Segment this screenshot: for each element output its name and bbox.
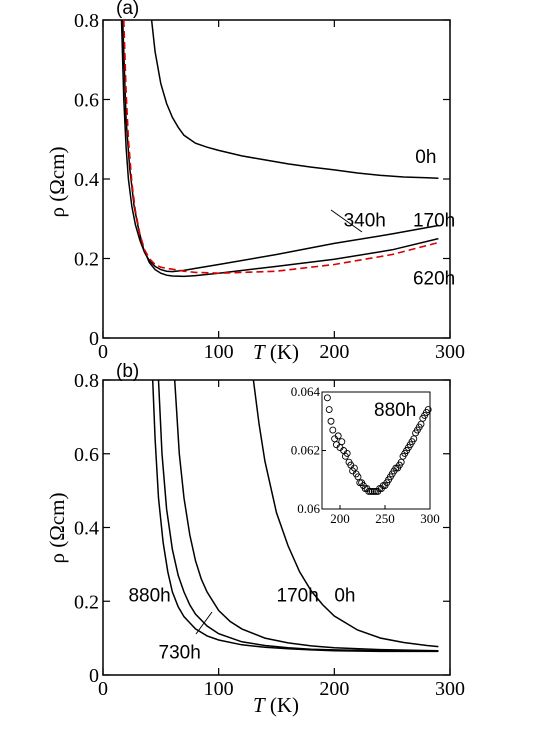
panel-b-y-tick-label: 0.2 — [74, 591, 99, 613]
inset-points — [323, 394, 432, 495]
panel-a-x-axis-symbol: T — [253, 340, 266, 364]
panel-b-label: (b) — [116, 361, 139, 382]
panel-a-series-line-620h — [123, 19, 439, 275]
panel-b-label-leader — [195, 611, 213, 635]
panel-a-series-line-170h — [121, 19, 439, 278]
inset-data-point — [338, 438, 346, 446]
panel-a-y-tick-label: 0.4 — [74, 169, 99, 191]
inset-x-tick-label: 200 — [330, 511, 350, 526]
inset-data-point — [367, 488, 375, 495]
inset-data-point — [368, 488, 376, 495]
panel-b: (b) ρ (Ωcm) T (K) 0 100 200 300 0 0.2 0.4 0.6 0.… — [45, 361, 465, 717]
panel-b-y-tick-label: 0.4 — [74, 518, 99, 540]
panel-a-series-line-340h — [120, 19, 439, 273]
panel-a-x-tick-label: 300 — [435, 341, 465, 363]
panel-b-x-tick-label: 0 — [98, 678, 108, 700]
panel-a-series-line-0h — [150, 19, 439, 179]
panel-b-ticks: 0 100 200 300 0 0.2 0.4 0.6 0.8 — [74, 370, 465, 700]
panel-b-x-tick-label: 300 — [435, 678, 465, 700]
panel-a-series-label-0h: 0h — [415, 147, 436, 168]
panel-b-series-label-880h: 880h — [128, 585, 170, 606]
panel-a-y-tick-label: 0.8 — [74, 10, 99, 32]
inset-ticks: 200 250 300 0.06 0.062 0.064 — [291, 384, 440, 526]
panel-b-series-line-0h — [252, 379, 439, 648]
panel-b-series-label-730h: 730h — [159, 642, 201, 663]
panel-a-labels: 0h 340h 170h 620h — [344, 147, 456, 289]
inset-background — [318, 392, 434, 509]
panel-a-series-label-340h: 340h — [344, 211, 386, 232]
panel-b-y-axis-label: ρ (Ωcm) — [45, 493, 69, 564]
inset-data-point — [365, 488, 373, 495]
panel-b-y-tick-label: 0 — [89, 665, 99, 687]
panel-b-series-line-730h — [157, 379, 439, 652]
panel-a-x-tick-label: 0 — [98, 341, 108, 363]
panel-a-series-label-170h: 170h — [413, 211, 455, 232]
panel-b-series-label-0h: 0h — [334, 585, 355, 606]
inset-series-label: 880h — [374, 400, 416, 421]
panel-b-x-axis-label: T (K) — [253, 693, 299, 717]
inset-x-tick-label: 250 — [375, 511, 395, 526]
panel-a-y-tick-label: 0.2 — [74, 249, 99, 271]
panel-a: (a) ρ (Ωcm) T (K) 0 100 200 300 0 0.2 0.4 0.6 0.… — [45, 0, 465, 364]
panel-a-y-tick-label: 0.6 — [74, 90, 99, 112]
inset-data-point — [343, 449, 351, 457]
inset-y-tick-label: 0.06 — [297, 501, 320, 516]
inset-x-tick-label: 300 — [420, 511, 440, 526]
inset-y-tick-label: 0.064 — [291, 384, 321, 399]
panel-b-series-label-170h: 170h — [277, 585, 319, 606]
panel-a-x-tick-label: 200 — [319, 341, 349, 363]
panel-b-labels: 880h 730h 170h 0h — [128, 585, 355, 663]
panel-a-y-axis-label: ρ (Ωcm) — [45, 147, 69, 218]
inset-data-point — [424, 406, 432, 413]
inset-data-point — [325, 406, 333, 413]
panel-b-x-axis-unit: (K) — [265, 693, 299, 717]
panel-a-label: (a) — [116, 0, 139, 19]
panel-b-x-tick-label: 100 — [204, 678, 234, 700]
panel-a-label-leader — [330, 209, 363, 233]
inset-data-point — [327, 417, 335, 425]
inset-data-point — [334, 432, 342, 440]
inset-y-tick-label: 0.062 — [291, 443, 320, 458]
panel-a-frame — [102, 19, 451, 339]
panel-b-y-tick-label: 0.8 — [74, 370, 99, 392]
panel-a-x-axis-unit: (K) — [265, 340, 299, 364]
panel-a-y-tick-label: 0 — [89, 328, 99, 350]
panel-a-series — [120, 19, 439, 278]
panel-a-ticks: 0 100 200 300 0 0.2 0.4 0.6 0.8 — [74, 10, 465, 363]
panel-b-series — [151, 379, 439, 653]
inset-data-point — [329, 426, 337, 434]
panel-a-series-label-620h: 620h — [413, 268, 455, 289]
panel-b-x-tick-label: 200 — [319, 678, 349, 700]
panel-b-series-line-170h — [173, 379, 439, 652]
panel-a-x-axis-label: T (K) — [253, 340, 299, 364]
inset-data-point — [370, 488, 378, 495]
panel-b-x-axis-symbol: T — [253, 693, 266, 717]
panel-b-y-tick-label: 0.6 — [74, 444, 99, 466]
inset-data-point — [323, 394, 331, 402]
panel-a-x-tick-label: 100 — [204, 341, 234, 363]
